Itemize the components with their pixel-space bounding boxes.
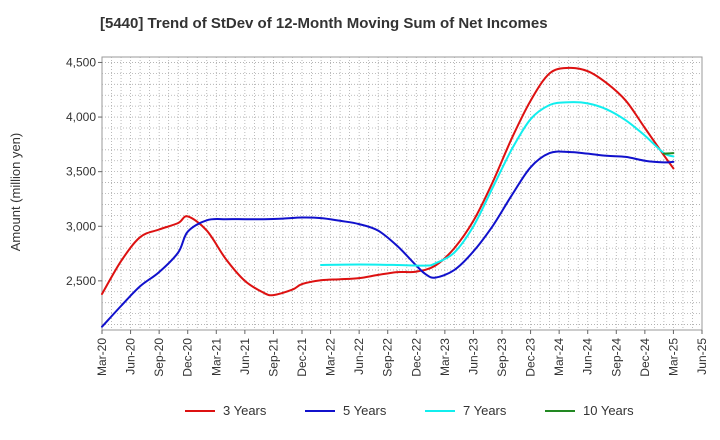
x-tick-label: Mar-22 <box>324 338 338 376</box>
x-tick-label: Dec-22 <box>409 338 423 377</box>
y-axis-label: Amount (million yen) <box>8 133 23 252</box>
x-tick-label: Sep-24 <box>609 338 623 377</box>
x-tick-label: Sep-20 <box>152 338 166 377</box>
series-line-3-years <box>101 66 675 297</box>
legend-item-10-years: 10 Years <box>545 403 634 418</box>
legend-item-5-years: 5 Years <box>305 403 387 418</box>
x-tick-label: Sep-23 <box>495 338 509 377</box>
series-line-5-years <box>101 150 675 328</box>
x-tick-label: Jun-21 <box>238 338 252 375</box>
x-tick-label: Dec-20 <box>181 338 195 377</box>
y-tick-label: 3,000 <box>66 219 96 233</box>
x-tick-label: Mar-21 <box>209 338 223 376</box>
x-tick-label: Mar-24 <box>552 338 566 376</box>
series-lines <box>101 66 675 328</box>
x-tick-label: Jun-24 <box>581 338 595 375</box>
legend-item-7-years: 7 Years <box>425 403 507 418</box>
legend-label: 7 Years <box>463 403 507 418</box>
chart-title: [5440] Trend of StDev of 12-Month Moving… <box>100 15 548 32</box>
x-tick-label: Mar-23 <box>438 338 452 376</box>
x-tick-label: Sep-22 <box>381 338 395 377</box>
axes: 2,500 3,000 3,500 4,000 4,500 Mar-20 Jun-20 Sep… <box>66 55 709 376</box>
x-tick-label: Mar-20 <box>95 338 109 376</box>
legend-label: 10 Years <box>583 403 634 418</box>
y-tick-label: 3,500 <box>66 165 96 179</box>
y-tick-label: 4,500 <box>66 55 96 69</box>
x-tick-label: Jun-23 <box>466 338 480 375</box>
series-line-7-years <box>320 101 675 267</box>
x-tick-label: Dec-23 <box>524 338 538 377</box>
x-tick-label: Dec-21 <box>295 338 309 377</box>
x-tick-label: Mar-25 <box>666 338 680 376</box>
legend-label: 5 Years <box>343 403 387 418</box>
legend-item-3-years: 3 Years <box>185 403 267 418</box>
grid <box>101 56 703 331</box>
legend-label: 3 Years <box>223 403 267 418</box>
x-tick-label: Dec-24 <box>638 338 652 377</box>
x-tick-label: Jun-20 <box>124 338 138 375</box>
x-tick-label: Jun-25 <box>695 338 709 375</box>
x-tick-label: Jun-22 <box>352 338 366 375</box>
legend: 3 Years 5 Years 7 Years 10 Years <box>185 403 634 418</box>
series-line-10-years <box>662 152 675 155</box>
x-tick-label: Sep-21 <box>266 338 280 377</box>
y-tick-label: 2,500 <box>66 274 96 288</box>
y-tick-label: 4,000 <box>66 110 96 124</box>
